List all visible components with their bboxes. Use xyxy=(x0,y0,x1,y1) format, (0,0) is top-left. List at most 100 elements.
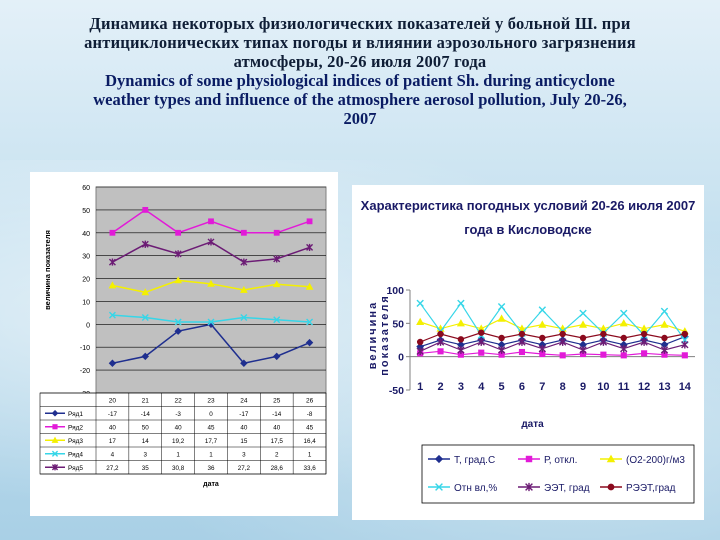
chart1-data-label: -17 xyxy=(239,411,249,418)
chart2-point-s2-4 xyxy=(478,349,485,356)
chart2-point-s2-11 xyxy=(620,352,627,359)
chart1-ytick-label: 0 xyxy=(86,322,90,329)
title-english: Dynamics of some physiological indices o… xyxy=(20,71,700,128)
chart2-point-s6-9 xyxy=(579,334,587,342)
chart1-data-label: 3 xyxy=(144,451,148,458)
chart2-legend-marker-3 xyxy=(606,454,616,463)
title-ru-line-2: антициклонических типах погоды и влиянии… xyxy=(84,33,636,52)
chart1-data-label: 40 xyxy=(273,424,281,431)
chart2-point-s5-5 xyxy=(497,346,506,354)
chart1-legend-marker-1 xyxy=(51,409,59,417)
chart2-legend-marker-6 xyxy=(607,483,615,491)
title-russian: Динамика некоторых физиологических показ… xyxy=(20,14,700,71)
chart2-series-line-1 xyxy=(419,336,686,348)
chart1-point-s2-2 xyxy=(142,206,149,213)
chart2-point-s5-8 xyxy=(558,338,567,346)
chart1-svg: 60 50 40 30 20 10 0 -10 -20 -3 0 величина показател… xyxy=(39,185,327,488)
chart1-data-label: 27,2 xyxy=(238,465,251,472)
chart2-point-s2-12 xyxy=(641,350,648,357)
chart2-legend-label-5: ЭЭТ, град xyxy=(544,483,590,494)
chart1-point-s2-3 xyxy=(175,229,182,236)
chart2-legend-label-6: РЭЭТ,град xyxy=(626,483,676,494)
chart2-point-s5-3 xyxy=(457,346,465,354)
chart1-data-label: 17,5 xyxy=(271,438,284,445)
chart2-point-s5-9 xyxy=(579,346,587,354)
chart1-data-label: 16,4 xyxy=(303,438,316,445)
chart1-point-s1-3 xyxy=(174,327,182,335)
chart1-xtick-label: 20 xyxy=(109,398,117,405)
chart2-point-s5-7 xyxy=(538,344,547,353)
chart1-legend-marker-4 xyxy=(51,450,59,457)
chart1-point-s4-1 xyxy=(108,311,116,319)
chart2-point-s6-3 xyxy=(457,336,465,343)
chart1-data-label: 35 xyxy=(142,465,150,472)
chart1-legend-label-2: Ряд2 xyxy=(68,424,83,431)
chart1-legend-marker-5 xyxy=(51,464,59,471)
chart1-xtick-label: 26 xyxy=(306,398,314,405)
chart2-point-s3-9 xyxy=(578,320,588,328)
chart2-legend-label-3: (О2-200)г/м3 xyxy=(626,455,685,466)
chart2-point-s2-8 xyxy=(559,352,566,359)
chart1-data-label: -8 xyxy=(307,411,313,418)
chart1-point-s5-3 xyxy=(174,250,182,258)
chart2-xtick-label: 9 xyxy=(580,381,586,393)
chart2-point-s5-2 xyxy=(436,338,445,346)
chart1-data-label: 30,8 xyxy=(172,465,185,472)
chart1-point-s4-7 xyxy=(306,318,314,326)
chart1-xtick-label: 22 xyxy=(175,398,183,405)
chart2-xtick-label: 12 xyxy=(638,381,650,393)
chart2-ytick-label: -50 xyxy=(389,385,404,397)
chart2-xtick-label: 11 xyxy=(618,381,630,393)
chart1-ytick-label: 10 xyxy=(82,299,90,306)
chart2-point-s5-12 xyxy=(640,338,648,346)
chart2-xtick-label: 10 xyxy=(597,381,609,393)
chart2-point-s6-10 xyxy=(600,330,607,338)
chart1-point-s1-2 xyxy=(141,352,149,361)
chart1-point-s1-1 xyxy=(108,359,117,367)
chart2-point-s3-7 xyxy=(538,320,547,328)
chart2-point-s3-1 xyxy=(416,317,425,326)
title-en-line-3: 2007 xyxy=(343,109,377,128)
chart2-point-s4-11 xyxy=(620,309,628,318)
chart1-data-label: 14 xyxy=(142,438,150,445)
chart1-data-label: 2 xyxy=(275,451,279,458)
chart1-point-s1-6 xyxy=(273,352,281,361)
title-ru-line-1: Динамика некоторых физиологических показ… xyxy=(89,14,631,33)
chart1-data-label: 27,2 xyxy=(106,465,119,472)
chart2-legend-box xyxy=(421,444,695,504)
chart2-xtick-label: 3 xyxy=(458,381,464,393)
chart2-series-line-6 xyxy=(419,332,685,343)
chart2-point-s2-14 xyxy=(681,352,688,359)
title-en-line-2: weather types and influence of the atmos… xyxy=(93,90,627,109)
chart2-ytick-label: 50 xyxy=(392,318,404,330)
chart1-data-label: -17 xyxy=(108,411,118,418)
chart2-xtick-label: 13 xyxy=(658,381,670,393)
chart1-ytick-label: 40 xyxy=(82,231,90,238)
chart1-ytick-label: -10 xyxy=(80,345,90,352)
chart2-xtick-label: 2 xyxy=(437,381,443,393)
chart1-data-label: 3 xyxy=(242,451,246,458)
chart2-xtick-label: 1 xyxy=(417,381,423,393)
chart2-series-line-4 xyxy=(419,302,686,341)
chart2-point-s4-3 xyxy=(457,299,465,308)
chart2-legend-label-2: Р, откл. xyxy=(544,455,577,466)
chart1-data-label: 17,7 xyxy=(205,438,218,445)
chart1-data-label: 1 xyxy=(308,451,312,458)
chart1-point-s1-7 xyxy=(305,338,314,347)
chart1-data-label: -14 xyxy=(141,411,151,418)
chart2-xtick-label: 6 xyxy=(519,381,525,393)
chart1-xtick-label: 25 xyxy=(273,398,281,405)
chart2-point-s6-5 xyxy=(498,334,505,342)
chart1-point-s3-2 xyxy=(141,288,150,296)
chart2-point-s4-5 xyxy=(497,302,506,311)
chart2-series-line-3 xyxy=(419,317,686,332)
chart1-xlabel: дата xyxy=(203,481,219,488)
chart1-point-s5-6 xyxy=(273,255,281,263)
chart2-point-s4-7 xyxy=(538,306,547,314)
chart2-point-s3-5 xyxy=(497,314,506,322)
chart1-point-s4-5 xyxy=(240,313,248,321)
chart1-point-s4-3 xyxy=(174,318,182,326)
chart2-legend-marker-4 xyxy=(435,483,443,491)
chart1-point-s5-1 xyxy=(108,258,116,266)
chart2-svg: Характеристика погодных условий 20-26 ию… xyxy=(361,198,695,504)
